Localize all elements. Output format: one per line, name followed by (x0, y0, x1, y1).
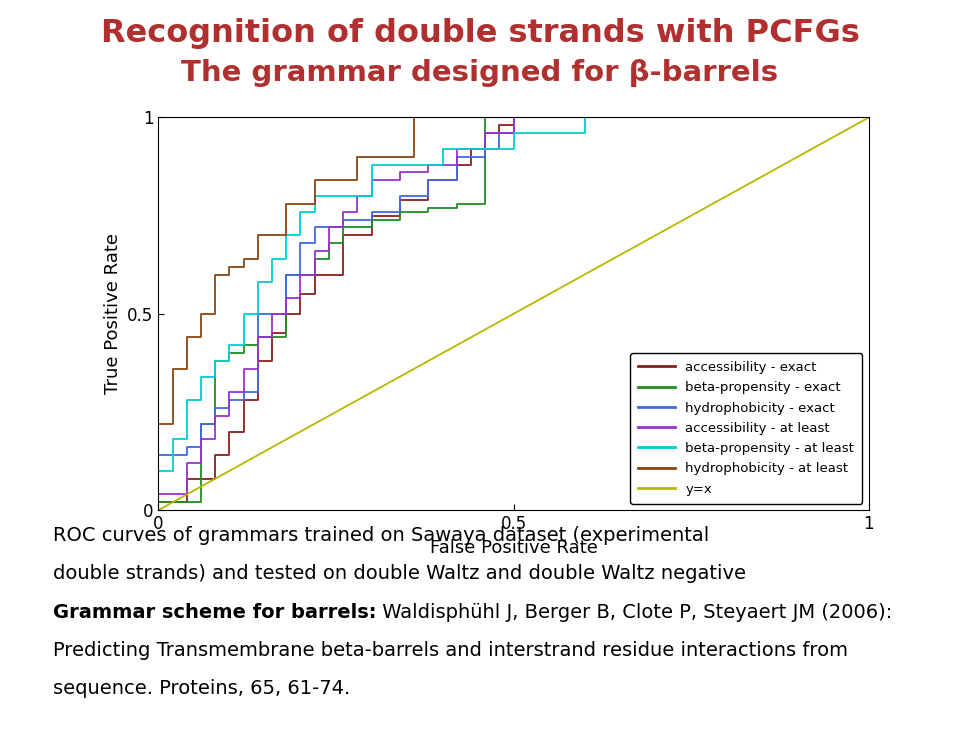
Text: Recognition of double strands with PCFGs: Recognition of double strands with PCFGs (101, 18, 859, 49)
Y-axis label: True Positive Rate: True Positive Rate (104, 233, 122, 394)
Text: double strands) and tested on double Waltz and double Waltz negative: double strands) and tested on double Wal… (53, 564, 746, 584)
Text: Predicting Transmembrane beta-barrels and interstrand residue interactions from: Predicting Transmembrane beta-barrels an… (53, 641, 848, 660)
Text: Grammar scheme for barrels:: Grammar scheme for barrels: (53, 603, 376, 622)
X-axis label: False Positive Rate: False Positive Rate (430, 539, 597, 556)
Text: Waldisphühl J, Berger B, Clote P, Steyaert JM (2006):: Waldisphühl J, Berger B, Clote P, Steyae… (376, 603, 893, 622)
Text: ROC curves of grammars trained on Sawaya dataset (experimental: ROC curves of grammars trained on Sawaya… (53, 526, 709, 545)
Legend: accessibility - exact, beta-propensity - exact, hydrophobicity - exact, accessib: accessibility - exact, beta-propensity -… (630, 353, 862, 504)
Text: sequence. Proteins, 65, 61-74.: sequence. Proteins, 65, 61-74. (53, 679, 350, 698)
Text: The grammar designed for β-barrels: The grammar designed for β-barrels (181, 59, 779, 87)
